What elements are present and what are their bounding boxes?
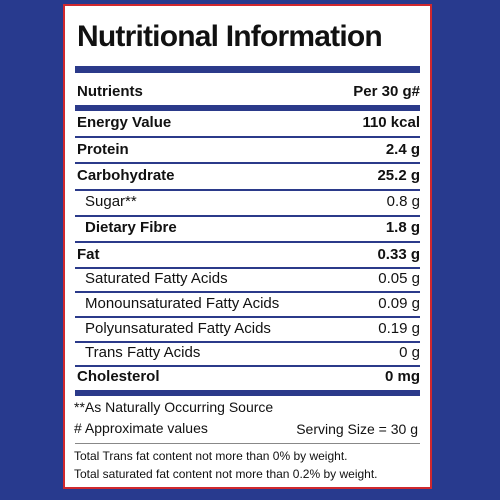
- nutrient-name: Carbohydrate: [77, 167, 175, 184]
- row-divider: [75, 189, 420, 191]
- row-divider: [75, 341, 420, 343]
- trans-fat-footnote: Total Trans fat content not more than 0%…: [74, 449, 348, 463]
- label-title: Nutritional Information: [77, 20, 383, 53]
- nutrient-value: 0.19 g: [378, 320, 420, 337]
- table-bottom-rule: [75, 390, 420, 396]
- nutrient-value: 0.09 g: [378, 295, 420, 312]
- nutrient-name: Polyunsaturated Fatty Acids: [85, 320, 271, 337]
- serving-size: Serving Size = 30 g: [296, 421, 418, 437]
- row-divider: [75, 162, 420, 164]
- nutrient-name: Fat: [77, 246, 100, 263]
- nutrient-value: 2.4 g: [385, 141, 420, 158]
- nutrient-name: Protein: [77, 141, 129, 158]
- row-divider: [75, 215, 420, 217]
- nutrient-value: 0 mg: [384, 368, 420, 385]
- footer-divider: [75, 443, 420, 444]
- row-divider: [75, 365, 420, 367]
- nutrient-name: Cholesterol: [77, 368, 160, 385]
- row-divider: [75, 136, 420, 138]
- nutrient-name: Energy Value: [77, 114, 172, 131]
- row-divider: [75, 291, 420, 293]
- nutrient-name: Dietary Fibre: [85, 219, 177, 236]
- nutrient-value: 0.33 g: [377, 246, 420, 263]
- nutrient-value: 1.8 g: [385, 219, 420, 236]
- title-rule: [75, 66, 420, 73]
- row-divider: [75, 267, 420, 269]
- header-rule: [75, 105, 420, 111]
- nutrient-value: 25.2 g: [377, 167, 420, 184]
- row-divider: [75, 241, 420, 243]
- row-divider: [75, 316, 420, 318]
- nutrient-value: 0.05 g: [378, 270, 420, 287]
- nutrient-name: Saturated Fatty Acids: [85, 270, 228, 287]
- approx-note: # Approximate values: [74, 420, 208, 436]
- nutrient-name: Sugar**: [85, 193, 137, 210]
- nutrient-value: 0.8 g: [386, 193, 420, 210]
- source-note: **As Naturally Occurring Source: [74, 399, 274, 415]
- nutrition-label: Nutritional Information Nutrients Per 30…: [63, 4, 432, 489]
- nutrient-value: 0 g: [399, 344, 420, 361]
- nutrient-value: 110 kcal: [362, 114, 420, 131]
- per-serving-header: Per 30 g#: [353, 83, 420, 100]
- nutrient-name: Trans Fatty Acids: [85, 344, 201, 361]
- nutrient-name: Monounsaturated Fatty Acids: [85, 295, 280, 312]
- nutrients-header: Nutrients: [77, 83, 143, 100]
- saturated-fat-footnote: Total saturated fat content not more tha…: [74, 467, 378, 481]
